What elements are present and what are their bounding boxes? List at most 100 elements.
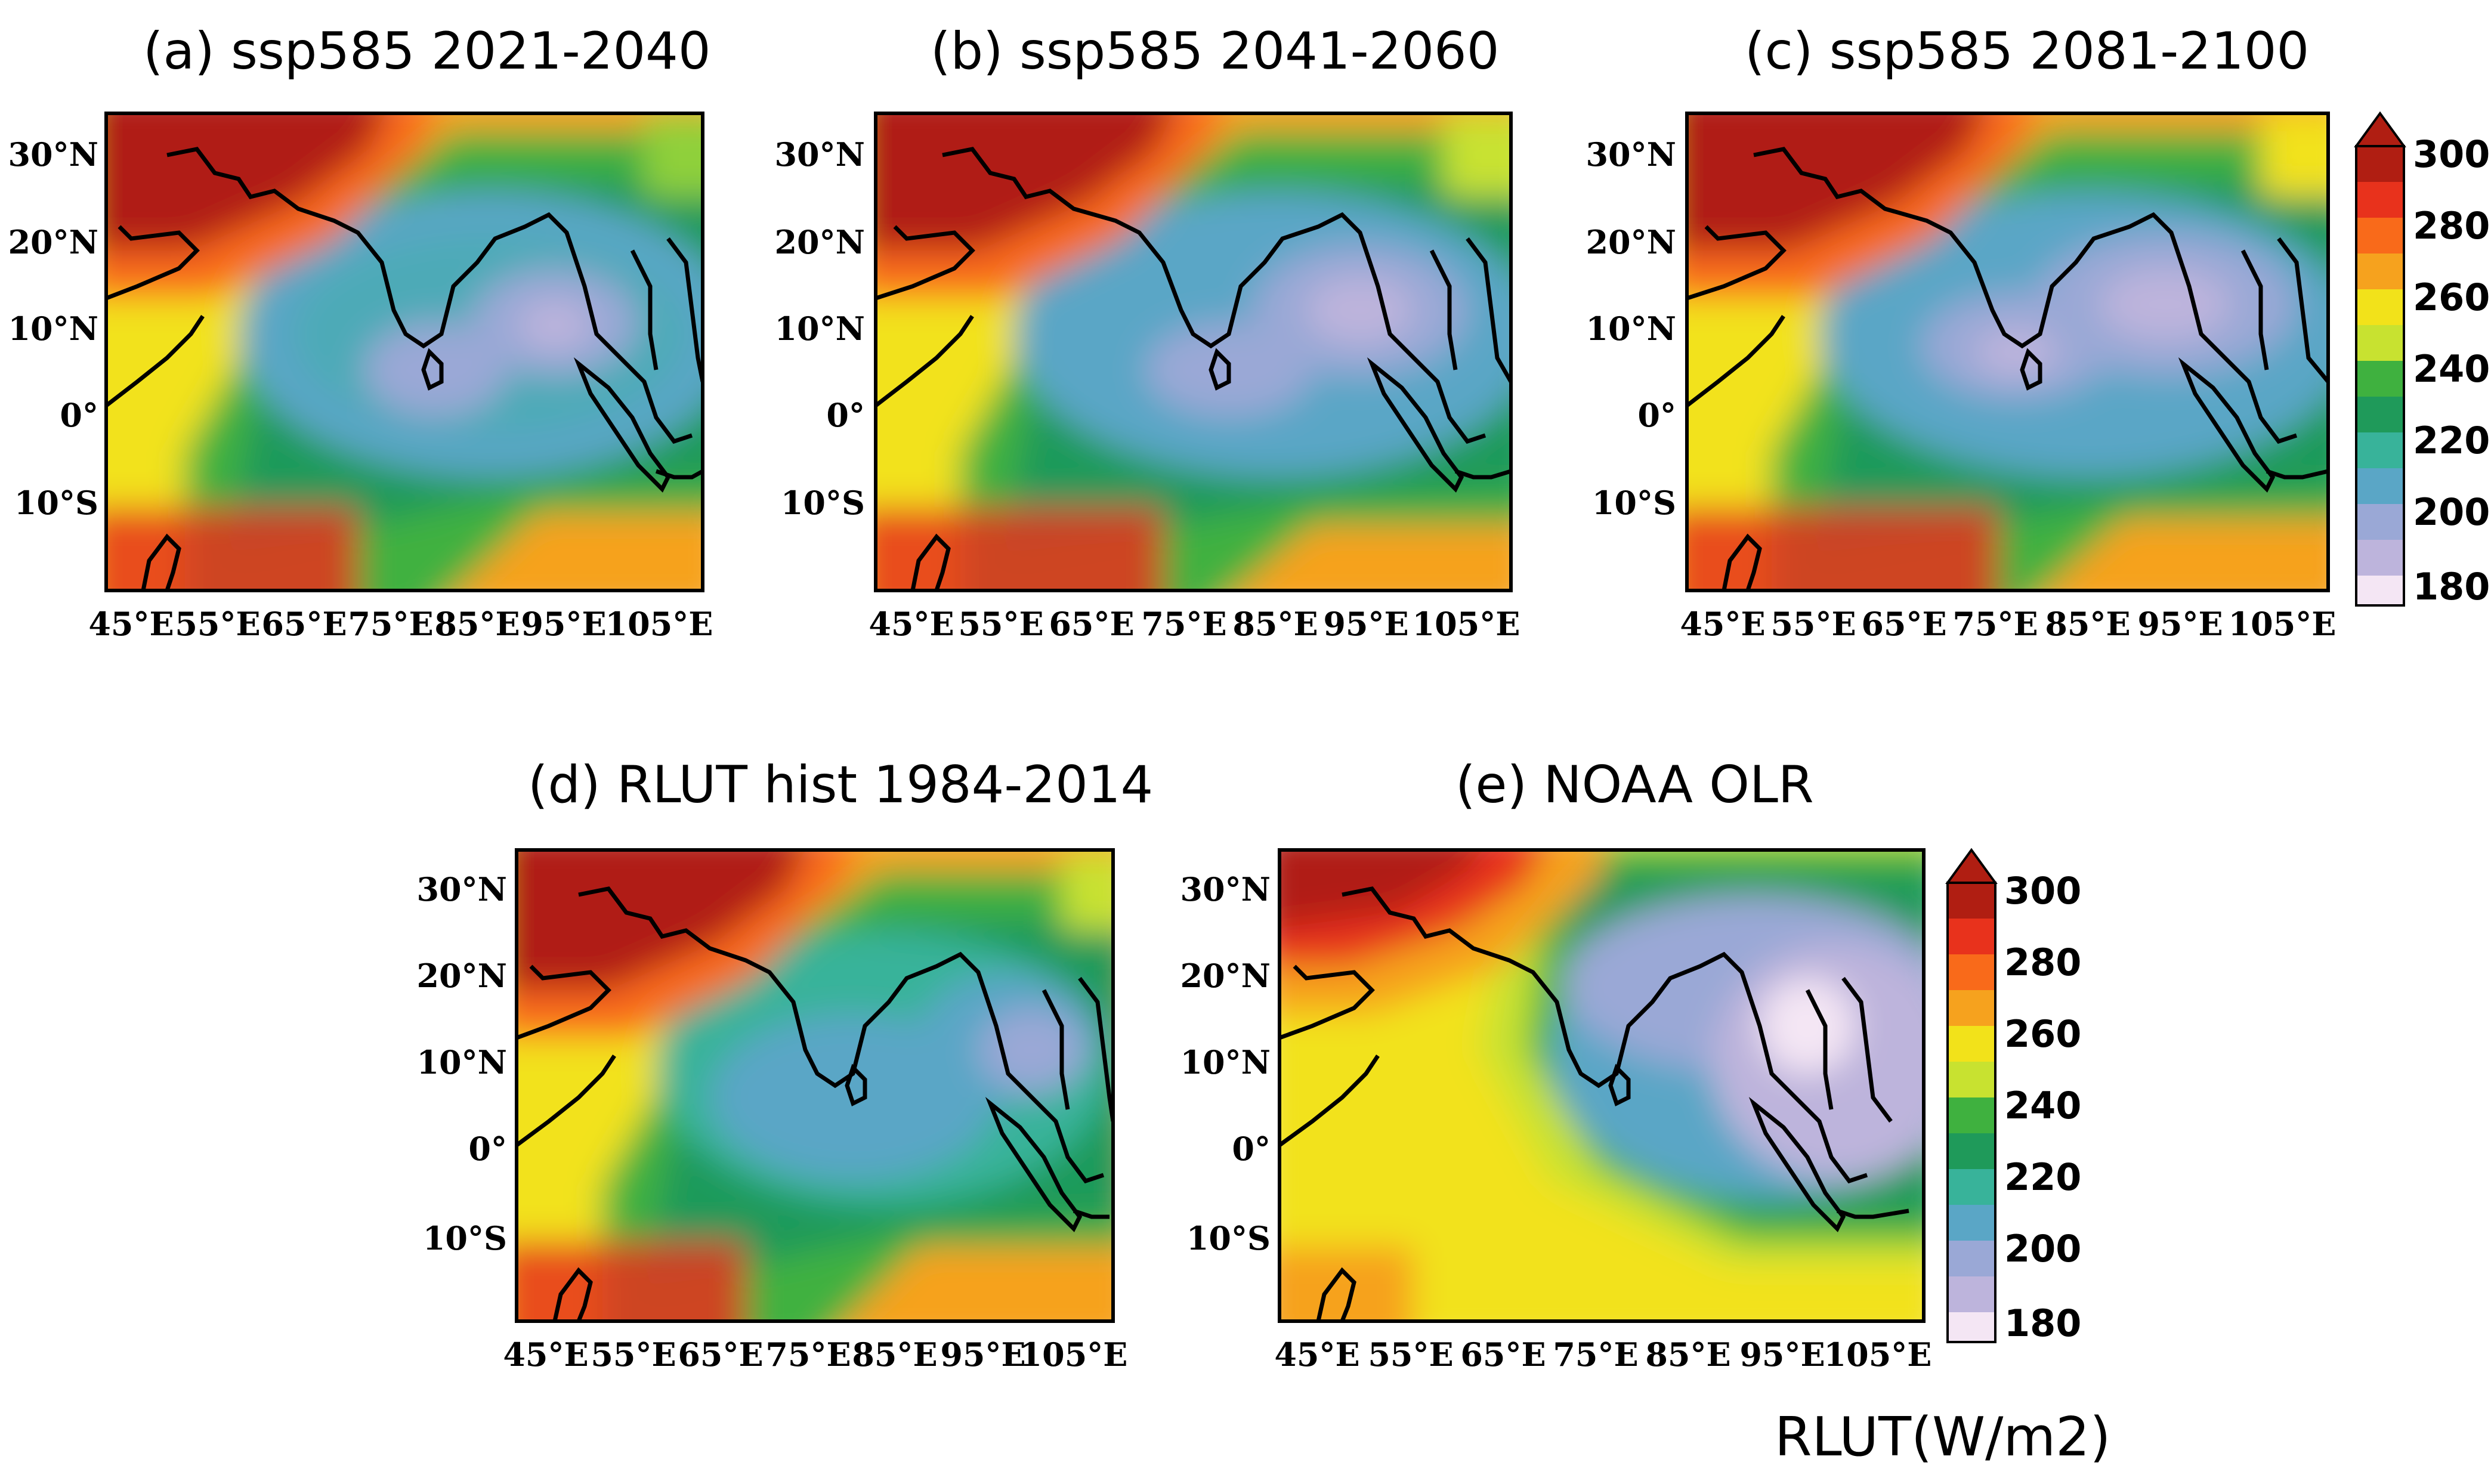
lon-tick: 45°E (1680, 605, 1765, 643)
lon-tick: 55°E (958, 605, 1043, 643)
lat-tick: 10°S (781, 484, 865, 522)
panel-a: (a) ssp585 2021-2040 (8, 21, 713, 643)
lon-tick: 95°E (2137, 605, 2223, 643)
lon-tick: 65°E (1861, 605, 1946, 643)
colorbar-label: 180 (2413, 565, 2490, 608)
olr-field-map (106, 113, 703, 590)
units-label: RLUT(W/m2) (1775, 1406, 2111, 1468)
lon-tick: 95°E (1739, 1335, 1825, 1374)
panel-title: (e) NOAA OLR (1455, 755, 1814, 815)
coastlines (876, 147, 1511, 590)
colorbar-label: 240 (2004, 1084, 2081, 1127)
lon-tick: 75°E (1952, 605, 2038, 643)
lon-axis: 45°E 55°E 65°E 75°E 85°E 95°E 105°E (503, 1335, 1127, 1374)
lat-tick: 10°S (1186, 1219, 1271, 1257)
colorbar-swatch (2356, 218, 2404, 253)
colorbar-swatch (2356, 576, 2404, 605)
colorbar-arrow (1945, 848, 1998, 884)
olr-field-map (1687, 113, 2328, 590)
lat-axis: 30°N 20°N 10°N 0° 10°S (1180, 870, 1271, 1257)
colorbar-swatch (1948, 1205, 1995, 1241)
lat-tick: 20°N (416, 957, 507, 995)
colorbar-swatch (1948, 919, 1995, 954)
olr-field-map (876, 113, 1511, 590)
lat-tick: 30°N (774, 135, 865, 174)
lon-axis: 45°E 55°E 65°E 75°E 85°E 95°E 105°E (1274, 1335, 1931, 1374)
colorbar-label: 300 (2413, 132, 2490, 176)
lat-tick: 20°N (1586, 223, 1676, 261)
olr-field-map (517, 850, 1113, 1321)
lon-tick: 105°E (1413, 605, 1520, 643)
lon-tick: 45°E (1274, 1335, 1359, 1374)
coastlines (1687, 147, 2328, 590)
colorbar-label: 240 (2413, 347, 2490, 391)
colorbar-swatch (1948, 1312, 1995, 1342)
lat-tick: 10°N (1586, 310, 1676, 348)
lon-axis: 45°E 55°E 65°E 75°E 85°E 95°E 105°E (869, 605, 1520, 643)
lat-tick: 30°N (8, 135, 98, 174)
colorbar-frame (1946, 882, 1996, 1343)
coastlines (1280, 886, 1909, 1321)
map-frame (1685, 112, 2330, 592)
colorbar-label: 300 (2004, 869, 2081, 913)
lat-axis: 30°N 20°N 10°N 0° 10°S (774, 135, 865, 522)
lat-tick: 30°N (1180, 870, 1271, 908)
map-frame (874, 112, 1513, 592)
colorbar-label: 280 (2413, 204, 2490, 248)
panel-e: (e) NOAA OLR (1180, 755, 1931, 1374)
lon-tick: 65°E (1049, 605, 1134, 643)
lat-tick: 0° (1637, 396, 1676, 434)
lon-tick: 75°E (1141, 605, 1226, 643)
lon-tick: 95°E (521, 605, 606, 643)
colorbar-bottom: 300 280 260 240 220 200 180 (1945, 848, 2081, 1345)
lat-tick: 10°N (416, 1043, 507, 1081)
lat-tick: 10°S (14, 484, 98, 522)
colorbar-label: 220 (2004, 1155, 2081, 1199)
lon-tick: 75°E (1553, 1335, 1638, 1374)
lon-tick: 55°E (591, 1335, 676, 1374)
colorbar-swatch (2356, 289, 2404, 325)
colorbar-swatch (2356, 146, 2404, 182)
colorbar-arrow (2354, 111, 2406, 147)
colorbar-swatch (1948, 1133, 1995, 1169)
lat-tick: 10°S (423, 1219, 507, 1257)
coastlines (106, 147, 703, 590)
lon-tick: 105°E (1020, 1335, 1128, 1374)
colorbar-swatch (1948, 990, 1995, 1026)
lat-tick: 10°N (8, 310, 98, 348)
colorbar-swatch (2356, 253, 2404, 289)
lon-tick: 85°E (434, 605, 520, 643)
lon-tick: 75°E (348, 605, 433, 643)
lat-tick: 0° (60, 396, 98, 434)
lat-tick: 20°N (774, 223, 865, 261)
colorbar-top: 300 280 260 240 220 200 180 (2354, 111, 2490, 608)
lat-tick: 0° (468, 1130, 507, 1168)
lon-tick: 55°E (175, 605, 260, 643)
panel-title: (a) ssp585 2021-2040 (143, 21, 711, 81)
colorbar-swatch (2356, 397, 2404, 432)
panel-d: (d) RLUT hist 1984-2014 (416, 755, 1153, 1374)
lon-tick: 85°E (2045, 605, 2130, 643)
colorbar-swatch (2356, 504, 2404, 540)
panel-title: (c) ssp585 2081-2100 (1745, 21, 2309, 81)
coastlines (517, 886, 1113, 1321)
lat-axis: 30°N 20°N 10°N 0° 10°S (1586, 135, 1676, 522)
lat-tick: 0° (826, 396, 865, 434)
colorbar-swatch (1948, 1026, 1995, 1062)
colorbar-frame (2355, 145, 2405, 607)
colorbar-swatch (2356, 182, 2404, 218)
panel-title: (d) RLUT hist 1984-2014 (528, 755, 1153, 815)
map-frame (104, 112, 704, 592)
lon-tick: 45°E (503, 1335, 588, 1374)
lon-tick: 65°E (678, 1335, 763, 1374)
lon-tick: 65°E (1460, 1335, 1546, 1374)
colorbar-swatches (1945, 848, 1998, 1343)
colorbar-swatch (1948, 883, 1995, 919)
colorbar-swatch (2356, 361, 2404, 397)
lat-tick: 10°S (1592, 484, 1676, 522)
colorbar-label: 260 (2004, 1012, 2081, 1056)
lon-axis: 45°E 55°E 65°E 75°E 85°E 95°E 105°E (1680, 605, 2336, 643)
panel-b: (b) ssp585 2041-2060 (774, 21, 1520, 643)
colorbar-swatch (1948, 1241, 1995, 1276)
